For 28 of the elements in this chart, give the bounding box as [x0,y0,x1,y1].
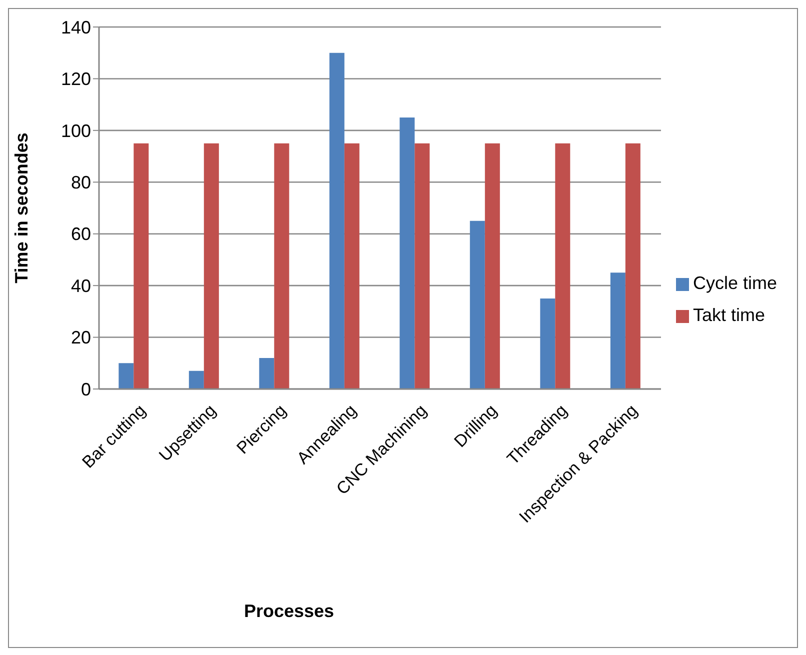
y-tick-label: 140 [60,17,91,38]
bar [484,143,500,389]
bar [470,220,485,389]
bar [414,143,430,389]
bar [118,363,134,389]
y-tick-label: 80 [70,172,91,193]
y-tick-label: 100 [60,120,91,141]
x-axis-title: Processes [242,601,336,622]
y-tick-label: 60 [70,224,91,244]
bar [134,143,149,389]
bar [400,118,415,389]
bar [555,143,570,389]
bar [188,370,204,389]
bar [204,143,219,389]
bar [274,143,290,389]
y-tick-label: 20 [70,328,91,348]
y-tick-label: 0 [80,379,91,400]
bar [344,143,360,389]
legend-label: Cycle time [692,273,777,293]
bar [540,298,556,389]
bar [625,143,640,389]
bar [329,52,344,389]
bar [610,272,626,389]
y-tick-label: 120 [60,69,91,90]
legend-label: Takt time [692,305,766,325]
y-tick-label: 40 [70,276,91,296]
bar [259,358,274,389]
y-axis-title: Time in secondes [11,132,32,284]
